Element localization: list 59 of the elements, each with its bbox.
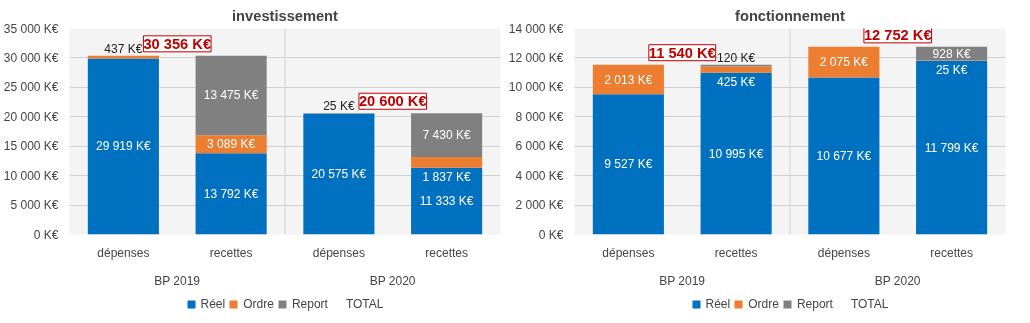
data-label: 425 K€ (717, 74, 756, 89)
data-label: 25 K€ (323, 99, 355, 114)
y-tick-label: 0 K€ (33, 227, 59, 242)
x-tick-label: recettes (714, 245, 758, 260)
data-label: 13 475 K€ (203, 88, 259, 103)
data-label: 29 919 K€ (96, 139, 152, 154)
y-tick-label: 20 000 K€ (3, 109, 59, 124)
y-tick-label: 6 000 K€ (515, 139, 564, 154)
data-label: 437 K€ (104, 41, 143, 56)
legend-label: Report (796, 297, 833, 311)
data-label: 928 K€ (932, 46, 971, 61)
x-tick-label: dépenses (97, 245, 150, 260)
y-tick-label: 25 000 K€ (3, 80, 59, 95)
x-tick-label: recettes (209, 245, 253, 260)
text: BP 2019 (154, 273, 201, 288)
data-label: 25 K€ (935, 62, 968, 77)
chart-title: fonctionnement (735, 7, 846, 24)
y-tick-label: 0 K€ (538, 227, 564, 242)
text: TOTAL (345, 297, 384, 311)
data-label: 7 430 K€ (422, 128, 471, 143)
x-tick-label: recettes (930, 245, 973, 260)
legend-label: Réel (705, 297, 731, 311)
x-tick-label: dépenses (602, 245, 655, 260)
data-label: 2 013 K€ (604, 72, 653, 87)
y-tick-label: 8 000 K€ (515, 109, 564, 124)
data-label: 11 799 K€ (924, 140, 979, 155)
y-tick-label: 10 000 K€ (508, 80, 564, 95)
y-tick-label: 15 000 K€ (3, 139, 59, 154)
data-label: 11 333 K€ (419, 194, 474, 209)
y-tick-label: 35 000 K€ (3, 21, 59, 36)
x-tick-label: recettes (425, 245, 468, 260)
text: BP 2020 (369, 273, 416, 288)
y-tick-label: 30 000 K€ (3, 50, 59, 65)
total-label: 30 356 K€ (143, 35, 212, 52)
text: TOTAL (850, 297, 889, 311)
data-label: 10 677 K€ (816, 148, 872, 163)
y-tick-label: 5 000 K€ (10, 198, 59, 213)
data-label: 9 527 K€ (604, 157, 653, 172)
legend-label: Report (291, 297, 328, 311)
y-tick-label: 10 000 K€ (3, 168, 59, 183)
y-tick-label: 12 000 K€ (508, 50, 564, 65)
y-tick-label: 4 000 K€ (515, 168, 564, 183)
data-label: 1 837 K€ (422, 169, 471, 184)
x-tick-label: dépenses (817, 245, 870, 260)
data-label: 13 792 K€ (203, 186, 259, 201)
y-tick-label: 2 000 K€ (515, 198, 564, 213)
legend-label: Ordre (243, 297, 274, 311)
legend-label: Ordre (748, 297, 779, 311)
data-label: 120 K€ (717, 50, 756, 65)
data-label: 3 089 K€ (207, 137, 256, 152)
chart-title: investissement (232, 7, 339, 24)
y-tick-label: 14 000 K€ (508, 21, 564, 36)
text: BP 2019 (659, 273, 706, 288)
legend-label: Réel (200, 297, 226, 311)
data-label: 10 995 K€ (708, 146, 764, 161)
x-tick-label: dépenses (312, 245, 365, 260)
data-label: 2 075 K€ (819, 55, 869, 70)
text: BP 2020 (874, 273, 921, 288)
data-label: 20 575 K€ (311, 166, 367, 181)
